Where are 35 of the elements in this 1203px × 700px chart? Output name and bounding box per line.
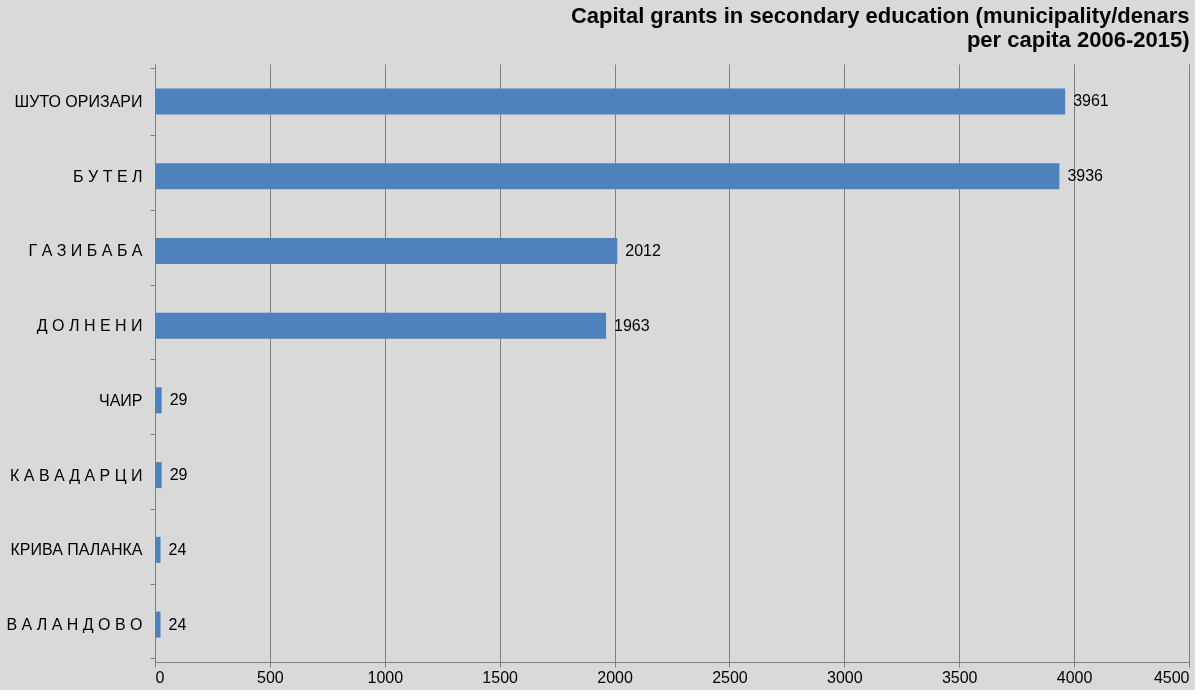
data-label: 1963 <box>614 316 650 334</box>
bar <box>155 237 618 264</box>
y-tick-label: ШУТО ОРИЗАРИ <box>14 92 143 110</box>
data-label: 29 <box>169 391 188 409</box>
data-label: 3936 <box>1067 167 1104 185</box>
y-tick-label: ЧАИР <box>98 391 143 409</box>
bar <box>155 462 162 489</box>
x-tick-label: 2000 <box>597 668 633 686</box>
x-tick-label: 4500 <box>1153 668 1190 686</box>
data-label: 3961 <box>1073 92 1109 110</box>
data-label: 2012 <box>625 241 662 259</box>
bar <box>155 536 161 563</box>
x-tick-label: 500 <box>257 668 284 686</box>
data-label: 29 <box>169 466 188 484</box>
x-tick-label: 0 <box>155 668 165 686</box>
x-tick-label: 1500 <box>482 668 519 686</box>
y-tick-label: КРИВА ПАЛАНКА <box>10 541 143 559</box>
x-tick-label: 3500 <box>941 668 978 686</box>
y-tick-label: Б У Т Е Л <box>73 167 143 185</box>
x-tick-label: 3000 <box>827 668 863 686</box>
bar <box>155 88 1066 115</box>
y-tick-label: Д О Л Н Е Н И <box>36 317 143 335</box>
bar <box>155 163 1060 190</box>
data-label: 24 <box>168 540 187 558</box>
y-tick-label: Г А З И Б А Б А <box>28 242 143 260</box>
y-tick-label: К А В А Д А Р Ц И <box>10 466 143 484</box>
chart-title: Capital grants in secondary education (municipality/denars per capita 2006-2015) <box>570 3 1190 52</box>
y-tick-label: В А Л А Н Д О В О <box>6 616 143 634</box>
x-tick-label: 2500 <box>712 668 748 686</box>
bar <box>155 611 161 638</box>
bar <box>155 387 162 414</box>
x-tick-label: 1000 <box>367 668 404 686</box>
x-tick-label: 4000 <box>1056 668 1093 686</box>
data-label: 24 <box>168 615 187 633</box>
bar <box>155 312 607 339</box>
